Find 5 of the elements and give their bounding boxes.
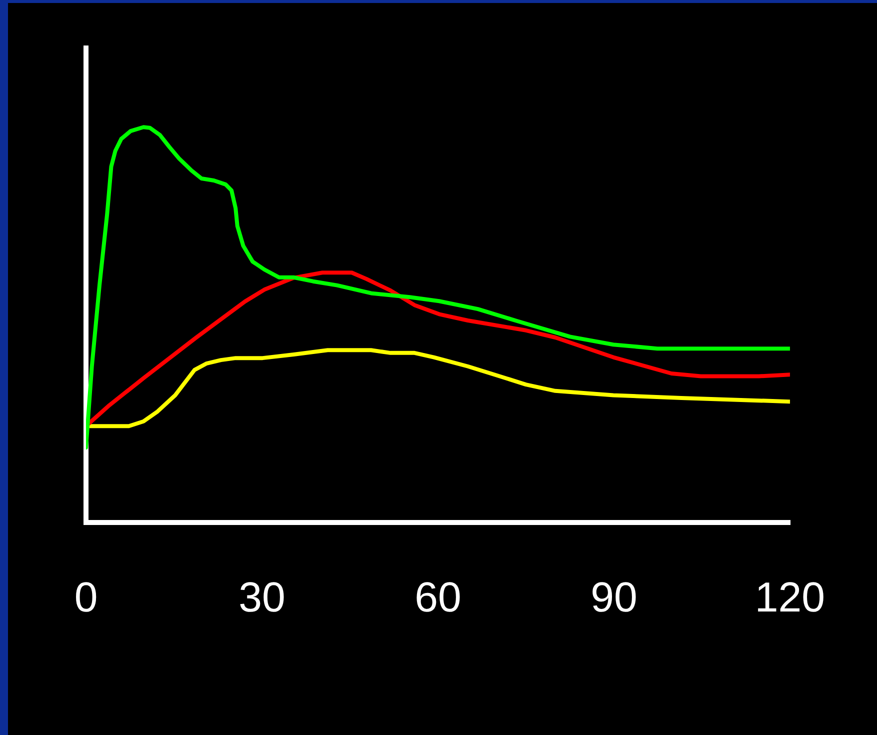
x-tick-label: 0 <box>74 573 98 620</box>
x-tick-label: 120 <box>754 573 825 620</box>
x-tick-label: 60 <box>414 573 462 620</box>
x-tick-label: 90 <box>590 573 638 620</box>
x-tick-label: 30 <box>238 573 286 620</box>
